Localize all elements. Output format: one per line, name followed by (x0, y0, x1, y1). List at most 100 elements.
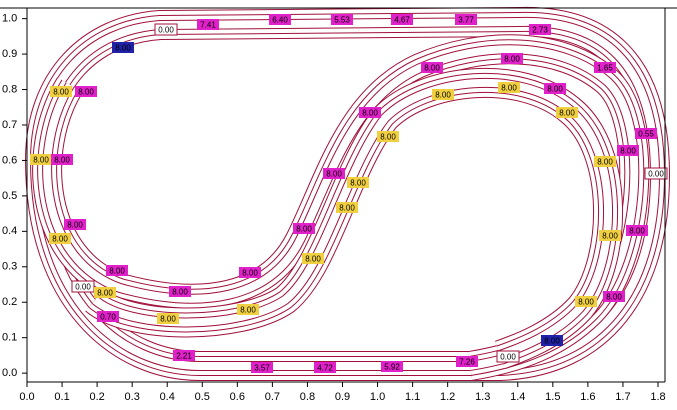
label-box (106, 265, 128, 276)
y-tick-label: 0.9 (2, 48, 17, 60)
x-tick-label: 1.4 (510, 391, 525, 403)
label-box (456, 356, 478, 367)
label-text: 8.00 (606, 293, 622, 302)
x-tick-label: 0.3 (125, 391, 140, 403)
x-tick-label: 1.5 (545, 391, 560, 403)
label-text: 8.00 (326, 170, 342, 179)
label-box (626, 225, 648, 236)
label-box (496, 350, 520, 363)
label-text: 8.00 (424, 64, 440, 73)
y-tick-label: 0.5 (2, 190, 17, 202)
label-box (50, 86, 72, 97)
x-tick-label: 0.0 (19, 391, 34, 403)
label-text: 8.00 (544, 337, 560, 346)
label-box (541, 335, 563, 346)
label-text: 2.21 (176, 352, 192, 361)
label-box (544, 83, 566, 94)
label-box (323, 168, 345, 179)
label-box (197, 19, 219, 30)
label-text: 8.00 (380, 133, 396, 142)
label-box (331, 14, 353, 25)
label-box (347, 177, 369, 188)
label-box (239, 267, 261, 278)
label-text: 8.00 (578, 298, 594, 307)
label-text: 8.00 (602, 232, 618, 241)
label-text: 3.77 (458, 16, 474, 25)
x-tick-label: 0.6 (230, 391, 245, 403)
label-text: 8.00 (504, 55, 520, 64)
label-box (94, 287, 116, 298)
label-text: 8.00 (597, 158, 613, 167)
x-tick-label: 1.2 (440, 391, 455, 403)
label-box (112, 42, 134, 53)
label-text: 8.00 (242, 269, 258, 278)
label-box (421, 62, 443, 73)
label-box (336, 202, 358, 213)
x-tick-label: 0.7 (265, 391, 280, 403)
label-box (594, 62, 616, 73)
label-text: 0.70 (100, 313, 116, 322)
label-box (575, 296, 597, 307)
x-tick-label: 0.5 (195, 391, 210, 403)
y-tick-label: 0.2 (2, 296, 17, 308)
label-text: 0.00 (500, 353, 516, 362)
label-text: 0.00 (158, 26, 174, 35)
label-text: 8.00 (435, 91, 451, 100)
label-box (293, 223, 315, 234)
y-tick-label: 1.0 (2, 13, 17, 25)
label-box (377, 131, 399, 142)
label-text: 2.73 (532, 26, 548, 35)
label-box (603, 291, 625, 302)
label-box (154, 23, 178, 36)
label-box (97, 311, 119, 322)
x-tick-label: 1.8 (650, 391, 665, 403)
label-text: 0.00 (648, 170, 664, 179)
label-box (173, 350, 195, 361)
label-box (251, 362, 273, 373)
label-box (359, 107, 381, 118)
label-box (556, 107, 578, 118)
label-text: 8.00 (53, 88, 69, 97)
label-text: 8.00 (629, 227, 645, 236)
label-text: 8.00 (339, 204, 355, 213)
label-text: 8.00 (501, 84, 517, 93)
y-tick-label: 0.1 (2, 332, 17, 344)
x-tick-label: 0.8 (300, 391, 315, 403)
label-box (455, 14, 477, 25)
label-text: 8.00 (559, 109, 575, 118)
label-box (75, 86, 97, 97)
labels: 7.41 6.40 5.53 4.67 3.77 2.73 8.00 0.00 8.00 8.00… (30, 14, 668, 373)
label-box (49, 233, 71, 244)
label-text: 0.00 (75, 283, 91, 292)
label-text: 8.00 (362, 109, 378, 118)
label-text: 8.00 (620, 147, 636, 156)
label-box (237, 304, 259, 315)
label-text: 8.00 (240, 306, 256, 315)
label-box (51, 154, 73, 165)
label-text: 8.00 (305, 255, 321, 264)
x-tick-label: 1.6 (580, 391, 595, 403)
label-text: 3.57 (254, 364, 270, 373)
label-text: 8.00 (67, 221, 83, 230)
label-box (64, 219, 86, 230)
label-text: 8.00 (109, 267, 125, 276)
label-text: 8.00 (172, 288, 188, 297)
label-text: 8.00 (54, 156, 70, 165)
label-text: 8.00 (33, 156, 49, 165)
label-text: 0.55 (638, 130, 654, 139)
label-box (391, 14, 413, 25)
label-text: 8.00 (115, 44, 131, 53)
label-text: 4.67 (394, 16, 410, 25)
label-text: 8.00 (160, 315, 176, 324)
label-box (617, 145, 639, 156)
label-box (30, 154, 52, 165)
label-box (381, 361, 403, 372)
y-tick-label: 0.8 (2, 83, 17, 95)
track (24, 6, 671, 381)
label-text: 8.00 (296, 225, 312, 234)
label-text: 8.00 (78, 88, 94, 97)
x-tick-label: 1.1 (405, 391, 420, 403)
label-text: 8.00 (97, 289, 113, 298)
label-text: 5.92 (384, 363, 400, 372)
